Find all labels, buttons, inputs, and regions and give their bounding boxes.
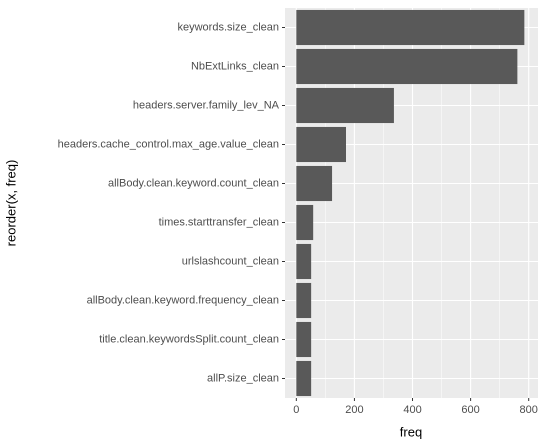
y-tick-label: keywords.size_clean: [178, 21, 280, 33]
bar: [296, 282, 312, 319]
y-tick-label: NbExtLinks_clean: [191, 60, 279, 72]
bar: [296, 321, 312, 358]
x-tick-label: 400: [403, 404, 421, 416]
y-tick-label: title.clean.keywordsSplit.count_clean: [99, 333, 279, 345]
x-axis-title: freq: [400, 424, 422, 439]
bar: [296, 243, 312, 280]
bar: [296, 360, 312, 397]
x-tick-label: 800: [520, 404, 538, 416]
x-tick-label: 600: [461, 404, 479, 416]
y-tick-label: allBody.clean.keyword.count_clean: [108, 177, 279, 189]
bar: [296, 165, 333, 202]
bar: [296, 126, 346, 163]
y-tick-label: allBody.clean.keyword.frequency_clean: [87, 294, 279, 306]
x-tick-label: 0: [293, 404, 299, 416]
y-tick-label: allP.size_clean: [207, 372, 279, 384]
y-tick-label: times.starttransfer_clean: [159, 216, 279, 228]
bar: [296, 204, 314, 241]
bar: [296, 9, 525, 46]
bar: [296, 87, 394, 124]
y-tick-label: headers.cache_control.max_age.value_clea…: [58, 138, 279, 150]
y-tick-label: headers.server.family_lev_NA: [133, 99, 280, 111]
x-tick-label: 200: [345, 404, 363, 416]
bar: [296, 48, 518, 85]
y-axis-title: reorder(x, freq): [3, 160, 18, 247]
y-tick-label: urlslashcount_clean: [182, 255, 279, 267]
